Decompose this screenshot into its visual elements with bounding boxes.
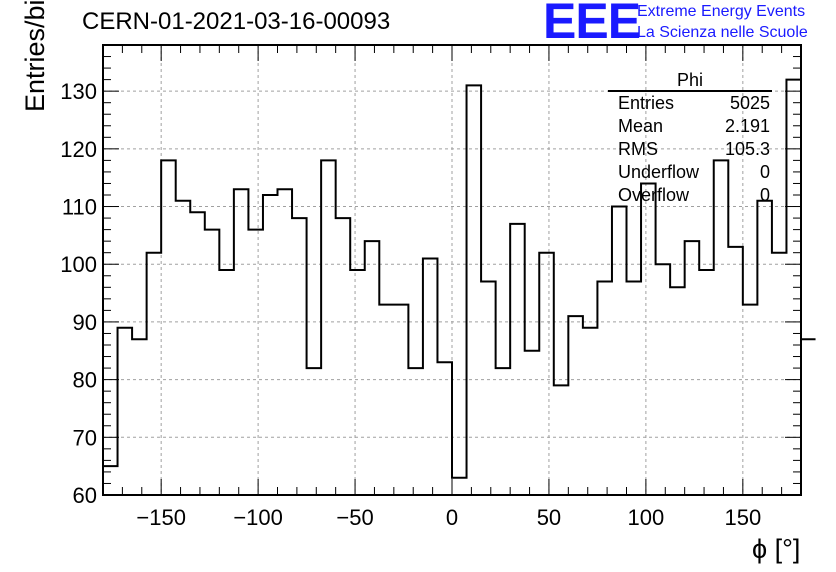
x-tick-label: 0: [446, 505, 458, 530]
y-tick-label: 90: [73, 310, 97, 335]
x-tick-label: −100: [233, 505, 283, 530]
x-tick-label: 50: [537, 505, 561, 530]
y-tick-label: 60: [73, 483, 97, 508]
logo-subtitle-2: La Scienza nelle Scuole: [637, 24, 808, 41]
x-tick-label: 100: [628, 505, 665, 530]
y-tick-label: 80: [73, 368, 97, 393]
x-axis-label: ϕ [°]: [752, 534, 801, 564]
stats-row-entries: Entries 5025: [612, 92, 772, 115]
y-axis-label: Entries/bin: [20, 0, 50, 112]
stats-value: 105.3: [724, 139, 770, 159]
axis-ticks: [102, 44, 802, 496]
eee-logo: EEE: [543, 0, 641, 49]
stats-label: RMS: [618, 139, 658, 159]
stats-label: Mean: [618, 116, 664, 136]
stats-row-overflow: Overflow 0: [612, 184, 772, 207]
x-tick-label: 150: [724, 505, 761, 530]
stats-row-underflow: Underflow 0: [612, 161, 772, 184]
logo-subtitle-1: Extreme Energy Events: [637, 3, 806, 20]
stats-row-mean: Mean 2.191: [612, 115, 772, 138]
stats-row-rms: RMS 105.3: [612, 138, 772, 161]
stats-box: Phi Entries 5025 Mean 2.191 RMS 105.3 Un…: [608, 70, 772, 207]
y-tick-label: 120: [60, 137, 97, 162]
stats-value: 5025: [729, 93, 770, 113]
y-tick-label: 130: [60, 79, 97, 104]
plot-title: CERN-01-2021-03-16-00093: [82, 8, 391, 35]
stats-label: Overflow: [618, 185, 690, 205]
y-tick-label: 110: [62, 195, 97, 220]
stats-value: 2.191: [724, 116, 770, 136]
x-tick-label: −50: [336, 505, 373, 530]
y-tick-label: 70: [73, 425, 97, 450]
stats-value: 0: [759, 162, 770, 182]
stats-label: Entries: [618, 93, 675, 113]
stats-value: 0: [759, 185, 770, 205]
histogram-step-line: [102, 78, 816, 495]
stats-label: Underflow: [618, 162, 700, 182]
tick-labels: −150 −100 −50 0 50 100 150 60 70 80 90 100 110 120 130: [60, 79, 761, 530]
stats-title: Phi: [608, 70, 772, 92]
y-tick-label: 100: [60, 252, 97, 277]
x-tick-label: −150: [136, 505, 186, 530]
